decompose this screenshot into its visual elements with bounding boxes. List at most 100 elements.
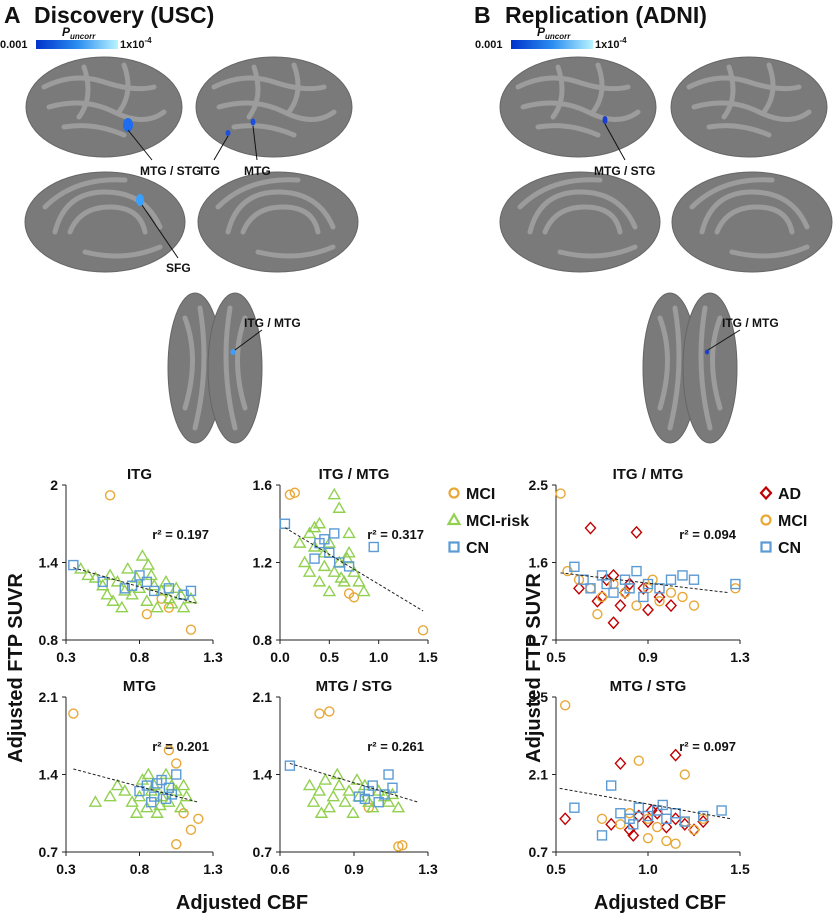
point bbox=[171, 769, 182, 780]
point bbox=[665, 574, 677, 585]
point bbox=[730, 578, 741, 590]
point bbox=[171, 839, 182, 850]
point bbox=[623, 823, 636, 837]
point bbox=[624, 808, 635, 819]
point bbox=[185, 585, 197, 597]
colorbar-gradient bbox=[511, 40, 593, 49]
point bbox=[397, 840, 408, 851]
point bbox=[367, 780, 378, 791]
point bbox=[332, 501, 346, 513]
brain-label: SFG bbox=[166, 261, 191, 275]
point bbox=[150, 600, 164, 613]
point bbox=[651, 806, 664, 820]
point bbox=[559, 812, 572, 826]
point bbox=[326, 789, 340, 802]
brain-label: MTG / STG bbox=[594, 164, 655, 178]
point bbox=[68, 708, 79, 719]
point bbox=[584, 521, 597, 535]
point bbox=[173, 800, 188, 813]
point bbox=[357, 584, 371, 597]
point bbox=[633, 802, 644, 813]
point bbox=[151, 778, 163, 789]
y-tick-label: 3.5 bbox=[529, 689, 549, 705]
point bbox=[148, 791, 160, 802]
x-tick-label: 1.3 bbox=[203, 649, 223, 665]
point bbox=[652, 805, 663, 816]
point bbox=[141, 576, 153, 588]
point bbox=[359, 793, 371, 805]
brain-label: MTG / STG bbox=[140, 164, 201, 178]
fit-line bbox=[559, 787, 731, 820]
point bbox=[608, 587, 619, 598]
point bbox=[585, 583, 596, 594]
fit-line bbox=[284, 527, 424, 612]
point bbox=[665, 587, 677, 598]
colorbar-max-exp: -4 bbox=[619, 36, 627, 45]
y-tick-label: 0.7 bbox=[529, 632, 549, 648]
point bbox=[129, 806, 144, 818]
y-tick-label: 0.7 bbox=[253, 844, 273, 860]
x-tick-label: 1.5 bbox=[418, 649, 438, 665]
y-tick-label: 2.5 bbox=[529, 477, 549, 493]
point bbox=[697, 815, 710, 829]
x-axis-title: Adjusted CBF bbox=[176, 892, 308, 914]
chart-title: ITG / MTG bbox=[319, 466, 390, 483]
y-tick-label: 2.1 bbox=[529, 767, 549, 783]
point bbox=[162, 795, 176, 807]
point bbox=[153, 798, 167, 811]
point bbox=[669, 748, 682, 762]
point bbox=[302, 565, 317, 577]
scatter-panel: MTG / STG 3.5 2.1 0.70.5 1.0 1.5 r² = 0.097 bbox=[529, 678, 750, 877]
point bbox=[591, 594, 604, 608]
point bbox=[103, 568, 117, 581]
point bbox=[596, 591, 608, 603]
point bbox=[628, 819, 639, 830]
legend-marker bbox=[759, 485, 773, 501]
point bbox=[569, 561, 580, 573]
colorbar-title: Puncorr bbox=[537, 25, 571, 41]
point bbox=[178, 808, 189, 819]
point bbox=[619, 586, 631, 600]
point bbox=[368, 541, 379, 553]
x-tick-label: 1.5 bbox=[730, 861, 750, 877]
point bbox=[642, 832, 654, 844]
legend-label: MCI bbox=[778, 513, 807, 530]
point bbox=[338, 795, 352, 807]
point bbox=[163, 744, 175, 756]
legend-marker bbox=[760, 541, 772, 553]
point bbox=[297, 555, 312, 568]
legend-label: AD bbox=[778, 486, 801, 503]
chart-title: MTG / STG bbox=[316, 678, 393, 695]
chart-title: ITG / MTG bbox=[613, 466, 684, 483]
point bbox=[193, 813, 204, 824]
x-tick-label: 0.8 bbox=[130, 649, 150, 665]
colorbar-max-base: 1x10 bbox=[120, 39, 144, 51]
fit-line bbox=[560, 572, 729, 594]
colorbar-min: 0.001 bbox=[475, 39, 503, 51]
legend-marker bbox=[448, 487, 460, 499]
point bbox=[307, 540, 322, 552]
scatter-panel: ITG / MTG 2.5 1.6 0.70.5 0.9 1.3 r² = 0.094 AD M… bbox=[529, 466, 808, 665]
point bbox=[319, 534, 330, 545]
point bbox=[121, 562, 135, 574]
point bbox=[379, 789, 390, 800]
x-tick-label: 1.0 bbox=[638, 861, 658, 877]
point bbox=[150, 806, 164, 818]
x-tick-label: 1.3 bbox=[418, 861, 438, 877]
point bbox=[677, 591, 688, 603]
point bbox=[324, 706, 335, 717]
brain-label: ITG / MTG bbox=[244, 316, 301, 330]
point bbox=[631, 600, 642, 611]
x-axis-title: Adjusted CBF bbox=[594, 892, 726, 914]
point bbox=[632, 809, 645, 823]
point bbox=[119, 583, 131, 594]
panel-letter: A bbox=[4, 2, 21, 28]
point bbox=[669, 812, 682, 826]
y-axis-title: Adjusted FTP SUVR bbox=[5, 573, 27, 763]
point bbox=[171, 758, 182, 769]
colorbar-title: Puncorr bbox=[62, 25, 96, 41]
point bbox=[353, 791, 365, 802]
point bbox=[606, 780, 617, 791]
